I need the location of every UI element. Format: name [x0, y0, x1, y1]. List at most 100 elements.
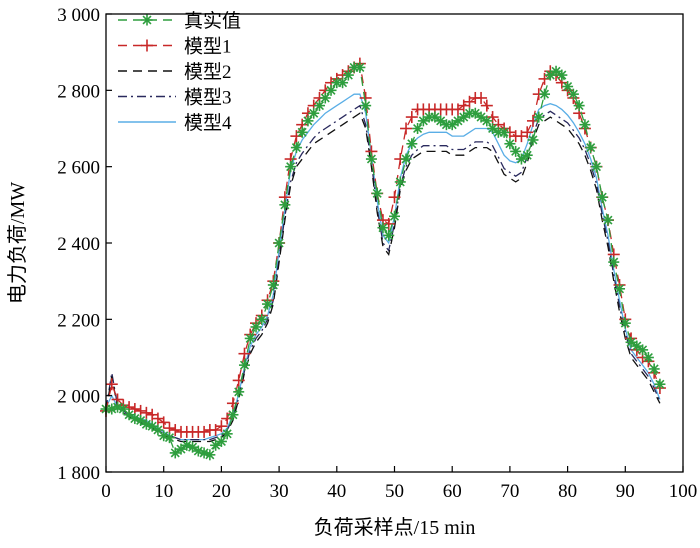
data-point	[475, 91, 488, 104]
x-axis-title: 负荷采样点/15 min	[314, 516, 476, 539]
legend-item: 模型1	[118, 36, 232, 58]
data-point	[250, 321, 262, 333]
series-模型2	[105, 112, 661, 443]
data-point	[400, 153, 412, 165]
data-point	[481, 115, 493, 127]
data-point	[187, 441, 199, 453]
series-模型3	[105, 104, 661, 441]
data-point	[637, 344, 649, 356]
data-point	[527, 134, 539, 146]
data-point	[204, 449, 216, 461]
series-layer	[100, 57, 666, 461]
data-point	[400, 122, 413, 135]
data-point	[175, 443, 187, 455]
data-point	[596, 191, 608, 203]
data-point	[389, 210, 400, 222]
series-line	[105, 104, 661, 441]
data-point	[285, 161, 297, 173]
data-point	[105, 378, 118, 391]
y-axis-title: 电力负荷/MW	[6, 182, 29, 304]
data-point	[313, 100, 325, 112]
data-point	[475, 111, 487, 123]
data-point	[648, 363, 660, 375]
y-tick-label: 2 200	[57, 310, 100, 331]
data-point	[550, 65, 562, 77]
data-point	[290, 130, 303, 143]
data-point	[469, 107, 481, 119]
data-point	[642, 352, 654, 363]
data-point	[319, 92, 331, 104]
data-point	[123, 409, 135, 421]
data-point	[238, 359, 250, 371]
data-point	[394, 176, 406, 188]
legend-label: 模型2	[184, 61, 232, 83]
legend-marker	[141, 39, 153, 52]
data-point	[446, 119, 458, 131]
legend-label: 模型1	[184, 36, 232, 58]
data-point	[308, 107, 320, 119]
data-point	[210, 439, 222, 451]
data-point	[244, 332, 256, 344]
data-point	[198, 425, 211, 438]
data-point	[128, 403, 141, 416]
data-point	[579, 119, 591, 131]
data-point	[654, 378, 666, 390]
data-point	[429, 111, 441, 123]
data-point	[382, 217, 395, 230]
legend-item: 模型2	[118, 61, 232, 83]
y-tick-label: 2 000	[57, 387, 100, 408]
data-point	[521, 149, 533, 161]
data-point	[163, 422, 176, 435]
data-point	[360, 100, 372, 112]
y-tick-label: 2 600	[57, 158, 100, 179]
data-point	[521, 126, 534, 139]
data-point	[325, 84, 337, 96]
data-point	[117, 403, 129, 415]
data-point	[256, 313, 268, 325]
x-tick-label: 30	[270, 481, 289, 502]
data-point	[504, 138, 516, 150]
x-tick-label: 10	[154, 481, 173, 502]
data-point	[163, 432, 175, 444]
x-tick-label: 40	[327, 481, 346, 502]
legend-item: 模型3	[118, 87, 232, 109]
data-point	[134, 404, 147, 417]
data-point	[417, 115, 429, 127]
data-point	[169, 447, 181, 459]
data-point	[233, 386, 245, 398]
series-line	[105, 93, 661, 441]
data-point	[227, 409, 239, 421]
x-tick-label: 90	[616, 481, 635, 502]
data-point	[383, 229, 395, 241]
data-point	[146, 420, 158, 432]
data-point	[267, 279, 279, 291]
data-point	[365, 153, 377, 165]
y-axis: 1 800 2 000 2 200 2 400 2 600 2 800 3 000	[57, 5, 112, 484]
data-point	[302, 115, 314, 127]
x-tick-label: 80	[558, 481, 577, 502]
data-point	[354, 61, 366, 73]
data-point	[562, 81, 574, 93]
data-point	[631, 340, 643, 352]
data-point	[526, 114, 539, 127]
data-point	[279, 199, 291, 211]
data-point	[590, 161, 602, 173]
legend-item: 真实值	[118, 10, 241, 32]
data-point	[567, 88, 579, 100]
data-point	[458, 111, 470, 123]
data-point	[232, 374, 245, 387]
series-模型4	[105, 93, 661, 441]
x-tick-label: 20	[212, 481, 231, 502]
data-point	[140, 406, 153, 419]
data-point	[435, 115, 447, 127]
data-point	[544, 69, 556, 81]
x-tick-label: 100	[669, 481, 698, 502]
data-point	[573, 100, 585, 112]
data-point	[262, 298, 274, 310]
data-point	[221, 428, 233, 440]
y-tick-label: 2 400	[57, 234, 100, 255]
y-tick-label: 2 800	[57, 81, 100, 102]
data-point	[273, 237, 285, 249]
x-tick-label: 0	[101, 481, 111, 502]
